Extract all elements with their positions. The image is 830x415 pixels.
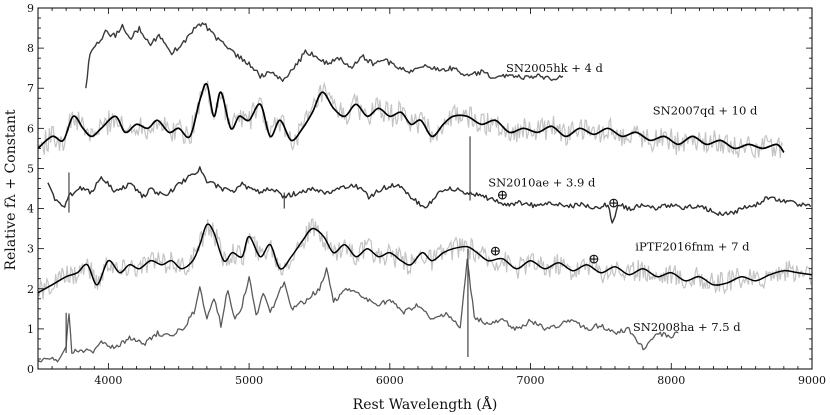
x-tick-label: 6000 bbox=[376, 374, 404, 387]
noise-sn2007qd bbox=[37, 80, 784, 159]
axes: 4000 5000 6000 7000 8000 9000 0 1 2 3 4 5 6 7 8 9 bbox=[27, 2, 826, 387]
label-sn2008ha: SN2008ha + 7.5 d bbox=[633, 320, 741, 334]
y-tick-label: 7 bbox=[27, 82, 34, 95]
label-sn2007qd: SN2007qd + 10 d bbox=[653, 103, 758, 117]
y-axis-label: Relative fλ + Constant bbox=[3, 109, 19, 270]
x-tick-label: 8000 bbox=[657, 374, 685, 387]
y-tick-label: 0 bbox=[27, 363, 34, 376]
series-sn2007qd bbox=[37, 82, 785, 153]
label-iptf2016fnm: iPTF2016fnm + 7 d bbox=[635, 240, 750, 254]
x-tick-label: 7000 bbox=[517, 374, 545, 387]
plot-frame bbox=[37, 7, 813, 370]
x-axis-label: Rest Wavelength (Å) bbox=[353, 395, 498, 413]
telluric-marker: ⊕ bbox=[497, 188, 509, 204]
y-tick-label: 4 bbox=[27, 203, 34, 216]
series-layer bbox=[37, 22, 813, 363]
telluric-marker: ⊕ bbox=[588, 252, 600, 268]
x-tick-label: 9000 bbox=[798, 374, 826, 387]
y-tick-label: 9 bbox=[27, 2, 34, 15]
y-tick-label: 6 bbox=[27, 122, 34, 135]
series-iptf2016fnm bbox=[37, 223, 813, 294]
telluric-marker: ⊕ bbox=[608, 196, 620, 212]
telluric-markers: ⊕ ⊕ ⊕ ⊕ bbox=[489, 188, 619, 268]
y-tick-label: 2 bbox=[27, 283, 34, 296]
series-labels: SN2005hk + 4 d SN2007qd + 10 d SN2010ae + … bbox=[488, 61, 758, 334]
y-tick-label: 3 bbox=[27, 243, 34, 256]
series-sn2005hk bbox=[85, 22, 564, 89]
telluric-marker: ⊕ bbox=[489, 244, 501, 260]
y-tick-label: 5 bbox=[27, 162, 34, 175]
y-tick-label: 8 bbox=[27, 42, 34, 55]
label-sn2010ae: SN2010ae + 3.9 d bbox=[488, 175, 596, 189]
x-tick-label: 5000 bbox=[235, 374, 263, 387]
noise-iptf2016fnm bbox=[37, 218, 813, 300]
x-tick-label: 4000 bbox=[94, 374, 122, 387]
series-sn2010ae bbox=[47, 166, 812, 224]
series-sn2008ha bbox=[37, 258, 679, 363]
y-tick-label: 1 bbox=[27, 323, 34, 336]
label-sn2005hk: SN2005hk + 4 d bbox=[506, 61, 604, 75]
